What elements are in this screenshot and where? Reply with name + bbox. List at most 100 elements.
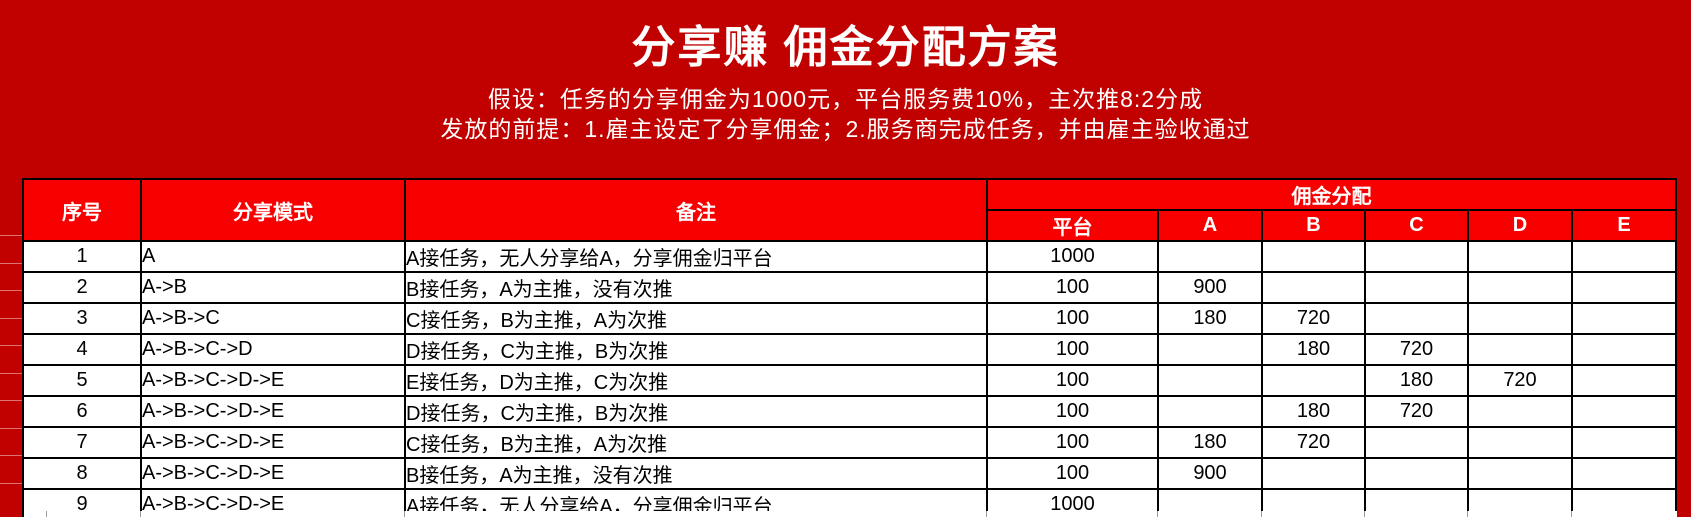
seq-cell: 6	[22, 395, 142, 428]
value-cell: 180	[1157, 302, 1263, 335]
seq-cell: 1	[22, 240, 142, 273]
value-cell	[1570, 240, 1678, 273]
gridline-tick	[986, 511, 987, 517]
commission-table: 序号 分享模式 备注 佣金分配 平台 A B C D E 1 A A接任务，无人分享…	[22, 178, 1678, 517]
margin-gridline	[0, 483, 22, 484]
seq-cell: 3	[22, 302, 142, 335]
value-cell	[1261, 364, 1366, 397]
value-cell	[1364, 271, 1469, 304]
value-cell	[1467, 333, 1573, 366]
table-row: 1 A A接任务，无人分享给A，分享佣金归平台 1000	[22, 240, 1678, 273]
margin-gridline	[0, 263, 22, 264]
note-cell: E接任务，D为主推，C为次推	[404, 364, 988, 397]
table-header: 序号 分享模式 备注 佣金分配 平台 A B C D E	[22, 178, 1678, 242]
table-row: 4 A->B->C->D D接任务，C为主推，B为次推 100 180 720	[22, 333, 1678, 366]
value-cell	[1467, 426, 1573, 459]
table-row: 6 A->B->C->D->E D接任务，C为主推，B为次推 100 180 720	[22, 395, 1678, 428]
value-cell: 1000	[986, 240, 1159, 273]
page-title: 分享赚 佣金分配方案	[631, 23, 1060, 72]
value-cell: 100	[986, 333, 1159, 366]
mode-cell: A->B	[140, 271, 406, 304]
note-cell: B接任务，A为主推，没有次推	[404, 271, 988, 304]
note-cell: C接任务，B为主推，A为次推	[404, 302, 988, 335]
margin-gridline	[0, 235, 22, 236]
value-cell	[1364, 240, 1469, 273]
value-cell	[1364, 426, 1469, 459]
gridline-tick	[1571, 511, 1572, 517]
mode-cell: A->B->C->D->E	[140, 395, 406, 428]
seq-cell: 8	[22, 457, 142, 490]
table-row: 5 A->B->C->D->E E接任务，D为主推，C为次推 100 180 720	[22, 364, 1678, 397]
value-cell: 100	[986, 426, 1159, 459]
value-cell: 180	[1261, 395, 1366, 428]
gridline-tick	[1261, 511, 1262, 517]
value-cell: 100	[986, 302, 1159, 335]
mode-cell: A->B->C->D->E	[140, 426, 406, 459]
value-cell: 720	[1364, 333, 1469, 366]
value-cell: 720	[1364, 395, 1469, 428]
mode-cell: A	[140, 240, 406, 273]
gridline-tick	[1364, 511, 1365, 517]
value-cell	[1467, 395, 1573, 428]
mode-cell: A->B->C->D->E	[140, 457, 406, 490]
seq-cell: 7	[22, 426, 142, 459]
seq-cell: 5	[22, 364, 142, 397]
value-cell: 900	[1157, 271, 1263, 304]
margin-gridline	[0, 290, 22, 291]
sheet-gridline-strip	[25, 511, 1677, 517]
note-cell: D接任务，C为主推，B为次推	[404, 395, 988, 428]
note-cell: A接任务，无人分享给A，分享佣金归平台	[404, 240, 988, 273]
gridline-tick	[46, 511, 47, 517]
margin-gridline	[0, 345, 22, 346]
col-header-a: A	[1157, 209, 1263, 242]
value-cell	[1157, 364, 1263, 397]
margin-gridline	[0, 373, 22, 374]
mode-cell: A->B->C->D->E	[140, 364, 406, 397]
value-cell: 720	[1467, 364, 1573, 397]
col-header-platform: 平台	[986, 209, 1159, 242]
mode-cell: A->B->C->D	[140, 333, 406, 366]
value-cell	[1157, 240, 1263, 273]
value-cell	[1261, 271, 1366, 304]
value-cell: 720	[1261, 426, 1366, 459]
value-cell	[1467, 302, 1573, 335]
value-cell: 100	[986, 271, 1159, 304]
col-header-mode: 分享模式	[140, 178, 406, 242]
value-cell	[1467, 457, 1573, 490]
value-cell	[1570, 426, 1678, 459]
value-cell	[1157, 333, 1263, 366]
seq-cell: 2	[22, 271, 142, 304]
note-cell: B接任务，A为主推，没有次推	[404, 457, 988, 490]
value-cell: 100	[986, 364, 1159, 397]
seq-cell: 4	[22, 333, 142, 366]
value-cell	[1261, 457, 1366, 490]
value-cell: 100	[986, 395, 1159, 428]
value-cell	[1467, 271, 1573, 304]
margin-gridline	[0, 400, 22, 401]
note-cell: D接任务，C为主推，B为次推	[404, 333, 988, 366]
header-row-group: 序号 分享模式 备注 佣金分配	[22, 178, 1678, 242]
value-cell	[1364, 302, 1469, 335]
value-cell	[1157, 395, 1263, 428]
table-row: 2 A->B B接任务，A为主推，没有次推 100 900	[22, 271, 1678, 304]
value-cell: 180	[1157, 426, 1263, 459]
col-header-note: 备注	[404, 178, 988, 242]
value-cell: 100	[986, 457, 1159, 490]
col-header-c: C	[1364, 209, 1469, 242]
value-cell: 180	[1364, 364, 1469, 397]
value-cell: 720	[1261, 302, 1366, 335]
subtitle-line-1: 假设：任务的分享佣金为1000元，平台服务费10%，主次推8:2分成	[487, 86, 1204, 112]
value-cell	[1570, 364, 1678, 397]
value-cell	[1570, 333, 1678, 366]
value-cell	[1570, 395, 1678, 428]
value-cell: 180	[1261, 333, 1366, 366]
col-header-seq: 序号	[22, 178, 142, 242]
col-header-d: D	[1467, 209, 1573, 242]
gridline-tick	[1157, 511, 1158, 517]
gridline-tick	[1467, 511, 1468, 517]
subtitle-line-2: 发放的前提：1.雇主设定了分享佣金；2.服务商完成任务，并由雇主验收通过	[440, 116, 1251, 142]
value-cell	[1364, 457, 1469, 490]
note-cell: C接任务，B为主推，A为次推	[404, 426, 988, 459]
col-header-e: E	[1570, 209, 1678, 242]
